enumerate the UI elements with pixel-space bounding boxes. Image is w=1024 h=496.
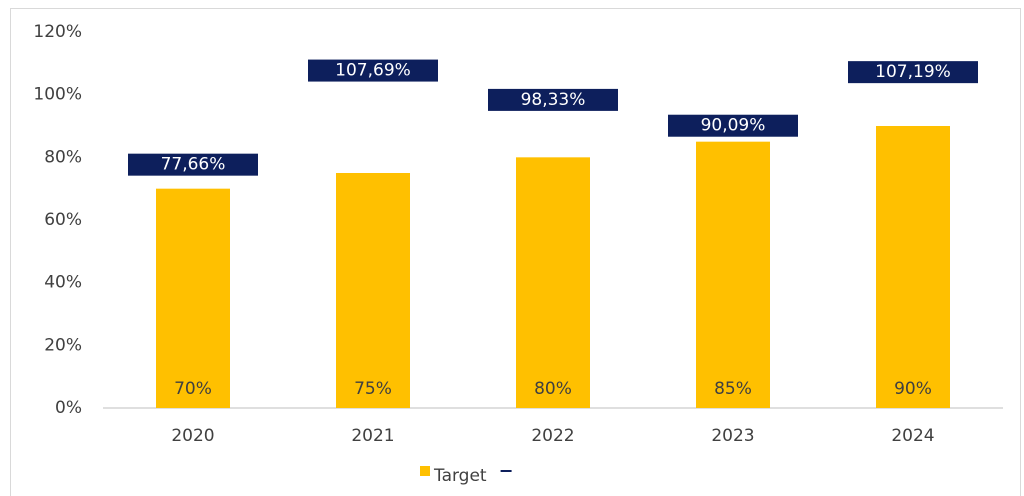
bar <box>876 126 950 408</box>
x-tick-label: 2022 <box>531 426 574 446</box>
bar-value-label: 80% <box>534 379 572 399</box>
marker-value-label: 107,19% <box>875 62 951 82</box>
x-tick-label: 2023 <box>711 426 754 446</box>
bar-value-label: 75% <box>354 379 392 399</box>
bar <box>156 188 230 408</box>
bar <box>336 173 410 408</box>
y-tick-label: 20% <box>44 335 82 355</box>
y-tick-label: 100% <box>33 85 82 105</box>
marker-value-label: 107,69% <box>335 61 411 81</box>
marker-value-label: 90,09% <box>701 116 766 136</box>
y-tick-label: 0% <box>55 398 82 418</box>
x-tick-label: 2020 <box>171 426 214 446</box>
legend-label: Target <box>433 466 487 486</box>
value-marker-box <box>308 59 438 82</box>
bar <box>516 157 590 408</box>
bar-value-label: 90% <box>894 379 932 399</box>
y-tick-label: 80% <box>44 147 82 167</box>
value-marker-box <box>668 114 798 137</box>
bar-value-label: 70% <box>174 379 212 399</box>
value-marker-box <box>488 88 618 111</box>
marker-value-label: 77,66% <box>161 155 226 175</box>
legend-swatch <box>420 466 430 476</box>
marker-value-label: 98,33% <box>521 90 586 110</box>
x-tick-label: 2024 <box>891 426 934 446</box>
bar <box>696 141 770 408</box>
bar-value-label: 85% <box>714 379 752 399</box>
y-tick-label: 120% <box>33 22 82 42</box>
value-marker-box <box>848 61 978 84</box>
x-tick-label: 2021 <box>351 426 394 446</box>
value-marker-box <box>128 153 258 176</box>
y-tick-label: 60% <box>44 210 82 230</box>
chart-frame <box>10 8 1021 496</box>
y-tick-label: 40% <box>44 273 82 293</box>
